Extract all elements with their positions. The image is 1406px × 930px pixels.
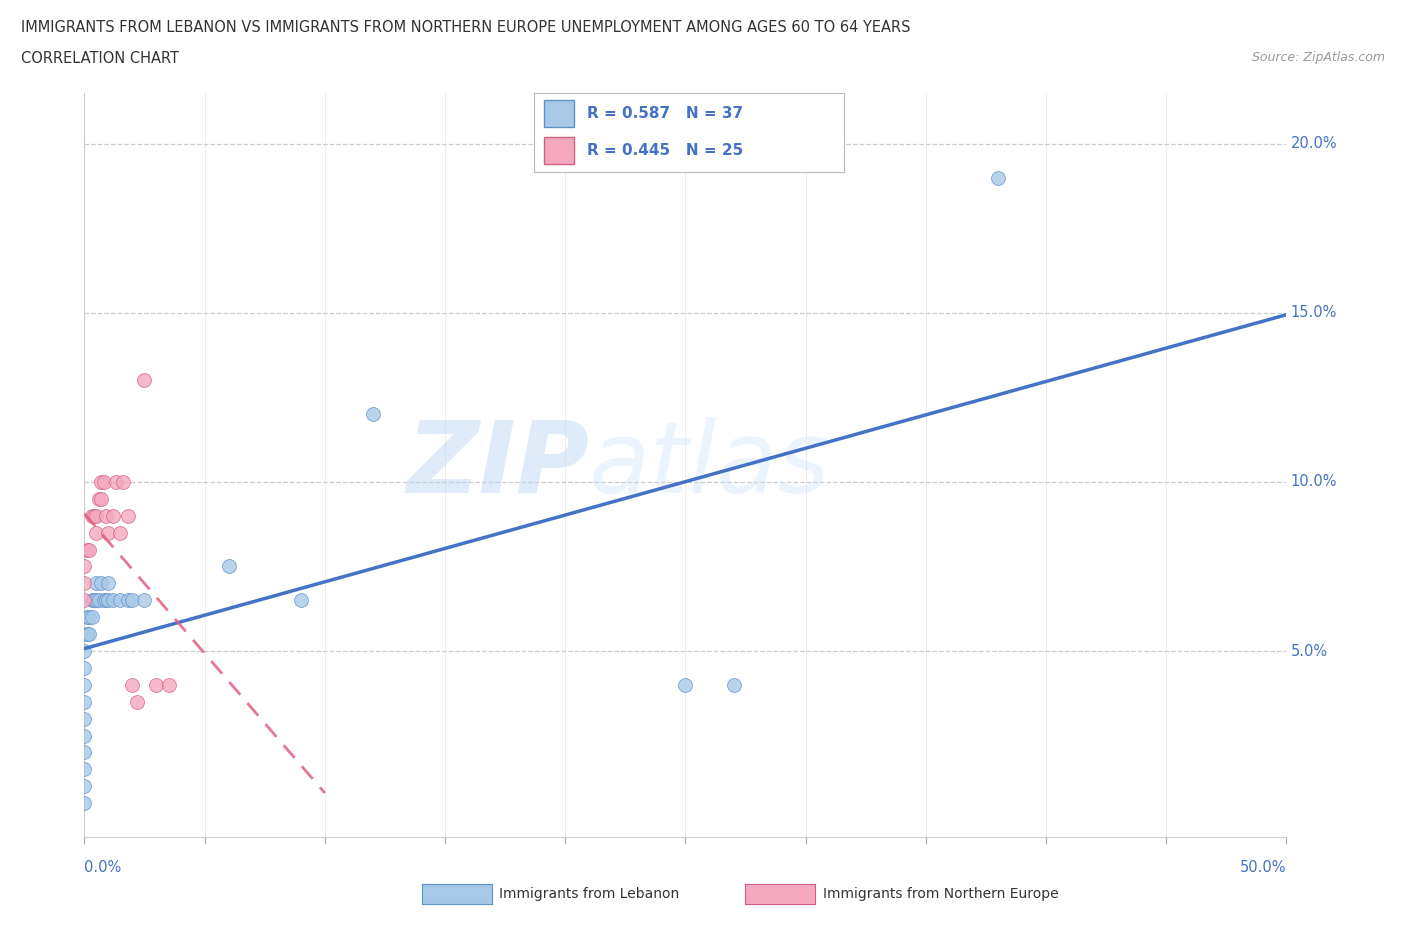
Point (83, 509, 105, 524)
Point (121, 677, 143, 692)
Point (93, 474, 115, 489)
Point (86, 576, 108, 591)
Point (290, 592, 312, 607)
Point (145, 677, 167, 692)
Point (90, 576, 112, 591)
Point (73, 695, 96, 710)
Point (110, 525, 132, 540)
Point (104, 474, 127, 489)
Point (73, 762, 96, 777)
Point (94, 592, 117, 607)
Text: 20.0%: 20.0% (1291, 136, 1337, 152)
Point (117, 509, 139, 524)
Text: Immigrants from Lebanon: Immigrants from Lebanon (499, 886, 679, 901)
Text: IMMIGRANTS FROM LEBANON VS IMMIGRANTS FROM NORTHERN EUROPE UNEMPLOYMENT AMONG AG: IMMIGRANTS FROM LEBANON VS IMMIGRANTS FR… (21, 20, 911, 35)
Point (134, 373, 156, 388)
Text: 10.0%: 10.0% (1291, 474, 1337, 489)
Point (103, 509, 125, 524)
Point (97, 592, 120, 607)
Point (675, 677, 697, 692)
Point (90, 491, 112, 506)
Point (73, 778, 96, 793)
Point (110, 592, 132, 607)
Point (90, 474, 112, 489)
Text: CORRELATION CHART: CORRELATION CHART (21, 51, 179, 66)
Point (117, 592, 139, 607)
Text: Immigrants from Northern Europe: Immigrants from Northern Europe (823, 886, 1059, 901)
Point (93, 592, 115, 607)
Point (127, 695, 149, 710)
Point (121, 592, 143, 607)
Point (97, 576, 120, 591)
Point (77, 610, 100, 625)
Point (76, 610, 98, 625)
Point (87, 592, 110, 607)
Point (218, 559, 240, 574)
Point (103, 592, 125, 607)
Point (77, 542, 100, 557)
Point (134, 592, 156, 607)
Point (86, 592, 108, 607)
Text: 0.0%: 0.0% (84, 860, 121, 875)
Point (87, 491, 110, 506)
Point (86, 509, 108, 524)
Point (157, 677, 180, 692)
Text: R = 0.445   N = 25: R = 0.445 N = 25 (586, 143, 744, 158)
Point (80, 509, 103, 524)
Point (83, 592, 105, 607)
Point (94, 509, 117, 524)
Point (76, 542, 98, 557)
Point (76, 627, 98, 642)
Text: R = 0.587   N = 37: R = 0.587 N = 37 (586, 106, 742, 121)
Text: atlas: atlas (589, 417, 831, 513)
Point (97, 525, 120, 540)
Point (73, 796, 96, 811)
FancyBboxPatch shape (544, 138, 575, 165)
FancyBboxPatch shape (544, 100, 575, 127)
Text: ZIP: ZIP (406, 417, 589, 513)
Text: 50.0%: 50.0% (1240, 860, 1286, 875)
Point (73, 559, 96, 574)
Point (77, 627, 100, 642)
Point (73, 644, 96, 658)
Point (73, 592, 96, 607)
Point (73, 745, 96, 760)
Point (111, 474, 134, 489)
Point (73, 677, 96, 692)
Point (76, 627, 98, 642)
Text: Source: ZipAtlas.com: Source: ZipAtlas.com (1251, 51, 1385, 64)
Point (86, 525, 108, 540)
Text: 5.0%: 5.0% (1291, 644, 1327, 658)
Point (987, 170, 1010, 185)
Point (73, 660, 96, 675)
Point (361, 406, 384, 421)
Text: 15.0%: 15.0% (1291, 305, 1337, 320)
Point (73, 728, 96, 743)
Point (80, 592, 103, 607)
Point (73, 576, 96, 591)
Point (73, 711, 96, 726)
Point (80, 610, 103, 625)
Point (723, 677, 745, 692)
